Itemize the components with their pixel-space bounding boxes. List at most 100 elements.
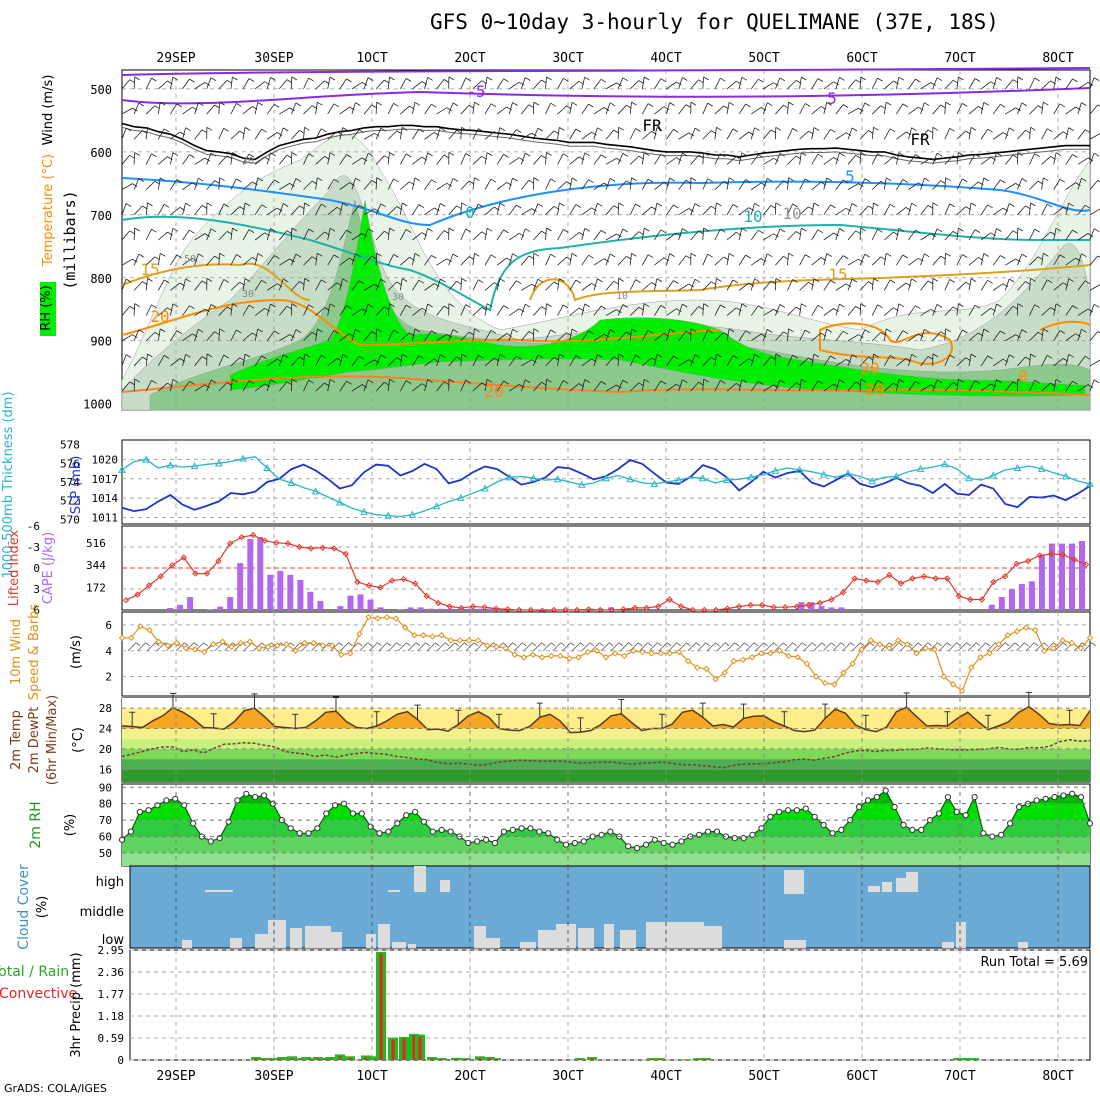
wind-barb <box>1090 78 1094 89</box>
precip-convective-bar <box>317 1059 320 1061</box>
rh-marker <box>439 827 444 832</box>
wind-barb <box>1090 229 1094 240</box>
rh-marker <box>821 822 826 827</box>
cape-tick-label: 172 <box>86 582 106 595</box>
precip-convective-bar <box>957 1059 960 1060</box>
precip-convective-bar <box>965 1059 968 1060</box>
cape-bar <box>257 537 263 610</box>
rh-marker <box>190 821 195 826</box>
x-tick-label-top: 2OCT <box>454 51 485 66</box>
rh-contour-label: 30 <box>242 156 254 167</box>
rh-marker <box>208 839 213 844</box>
rh-marker <box>1061 793 1066 798</box>
rh2m-axis-unit: (%) <box>63 814 78 837</box>
rh-marker <box>830 831 835 836</box>
thickness-tick-label: 570 <box>60 513 80 526</box>
wind10-axis-label: 10m Wind <box>9 619 24 685</box>
cloud-block <box>906 872 918 892</box>
temp-band <box>122 739 1090 749</box>
rh-marker <box>1079 795 1084 800</box>
cloud-block <box>942 942 954 948</box>
cloud-block <box>378 924 390 948</box>
temp-tick-label: 20 <box>99 743 112 756</box>
x-tick-label-bottom: 4OCT <box>650 1069 681 1084</box>
precip-conv-label: Convective <box>0 986 77 1002</box>
dewpoint-axis-label: 2m DewPt <box>27 707 42 774</box>
cloud-block <box>392 942 406 948</box>
wind-barb-feather <box>1094 229 1099 232</box>
x-tick-label-bottom: 8OCT <box>1042 1069 1073 1084</box>
rh-marker <box>501 829 506 834</box>
rh-marker <box>777 809 782 814</box>
rh-marker <box>981 831 986 836</box>
rh-marker <box>1008 821 1013 826</box>
rh-marker <box>359 811 364 816</box>
cloud-block <box>290 928 302 948</box>
rh-legend-label: RH (%) <box>39 285 54 330</box>
rh-marker <box>768 814 773 819</box>
rh-marker <box>297 831 302 836</box>
cape-bar <box>287 575 293 610</box>
rh-marker <box>572 840 577 845</box>
rh2m-axis-label: 2m RH <box>28 801 44 848</box>
x-tick-label-top: 4OCT <box>650 51 681 66</box>
cape-bar <box>408 607 414 610</box>
x-tick-label-top: 5OCT <box>748 51 779 66</box>
precip-axis-label: 3hr Precip (mm) <box>69 952 84 1057</box>
cape-bar <box>488 609 494 610</box>
rh-marker <box>857 804 862 809</box>
rh-marker <box>954 809 959 814</box>
temp-axis-label: 2m Temp <box>9 710 24 770</box>
cloud-block <box>868 886 880 892</box>
precip-convective-bar <box>380 954 383 1060</box>
rh-marker <box>1070 791 1075 796</box>
temperature-legend-label: Temperature (°C) <box>41 154 56 267</box>
cape-bar <box>337 606 343 610</box>
temp-band <box>122 729 1090 739</box>
cloud-block <box>388 890 400 892</box>
cape-bar <box>297 580 303 610</box>
rh-marker <box>936 811 941 816</box>
precip-convective-bar <box>579 1059 582 1060</box>
rh-marker <box>173 796 178 801</box>
cloud-block <box>268 920 286 948</box>
cape-bar <box>227 597 233 610</box>
cape-bar <box>1019 584 1025 610</box>
rh-contour-label: 30 <box>392 292 404 303</box>
y-tick-label: 800 <box>90 272 112 286</box>
cloud-block <box>620 930 636 948</box>
temp-tick-label: 16 <box>99 763 112 776</box>
rh-tick-label: 60 <box>99 830 112 843</box>
wind10-tick-label: 4 <box>105 645 112 658</box>
temp-contour-label: 20 <box>860 359 879 378</box>
rh-marker <box>679 839 684 844</box>
precip-convective-bar <box>697 1059 700 1060</box>
cloud-block <box>784 870 804 894</box>
precip-convective-bar <box>591 1058 594 1060</box>
rh-marker <box>865 798 870 803</box>
wind-barb <box>1090 332 1098 341</box>
cloud-block <box>305 926 331 948</box>
x-tick-label-top: 8OCT <box>1042 51 1073 66</box>
precip-tick-label: 0 <box>117 1054 124 1067</box>
rh-marker <box>253 795 258 800</box>
cape-bar <box>187 597 193 610</box>
rh-marker <box>537 829 542 834</box>
wind10-axis-sublabel: Speed & Barbs <box>27 604 42 701</box>
precip-convective-bar <box>261 1059 264 1060</box>
rh-tick-label: 90 <box>99 781 112 794</box>
y-tick-label: 1000 <box>83 398 112 412</box>
x-tick-label-top: 6OCT <box>846 51 877 66</box>
rh-marker <box>635 845 640 850</box>
cloud-block <box>414 866 426 892</box>
rh-marker <box>892 804 897 809</box>
precip-convective-bar <box>324 1059 327 1060</box>
rh-band <box>122 853 1090 866</box>
rh-marker <box>315 826 320 831</box>
precip-convective-bar <box>651 1059 654 1060</box>
rh-marker <box>244 791 249 796</box>
cape-bar <box>177 605 183 610</box>
cloud-tick-label: middle <box>80 905 124 920</box>
cloud-block <box>408 944 416 948</box>
temp-contour-label: 10 <box>743 207 762 226</box>
